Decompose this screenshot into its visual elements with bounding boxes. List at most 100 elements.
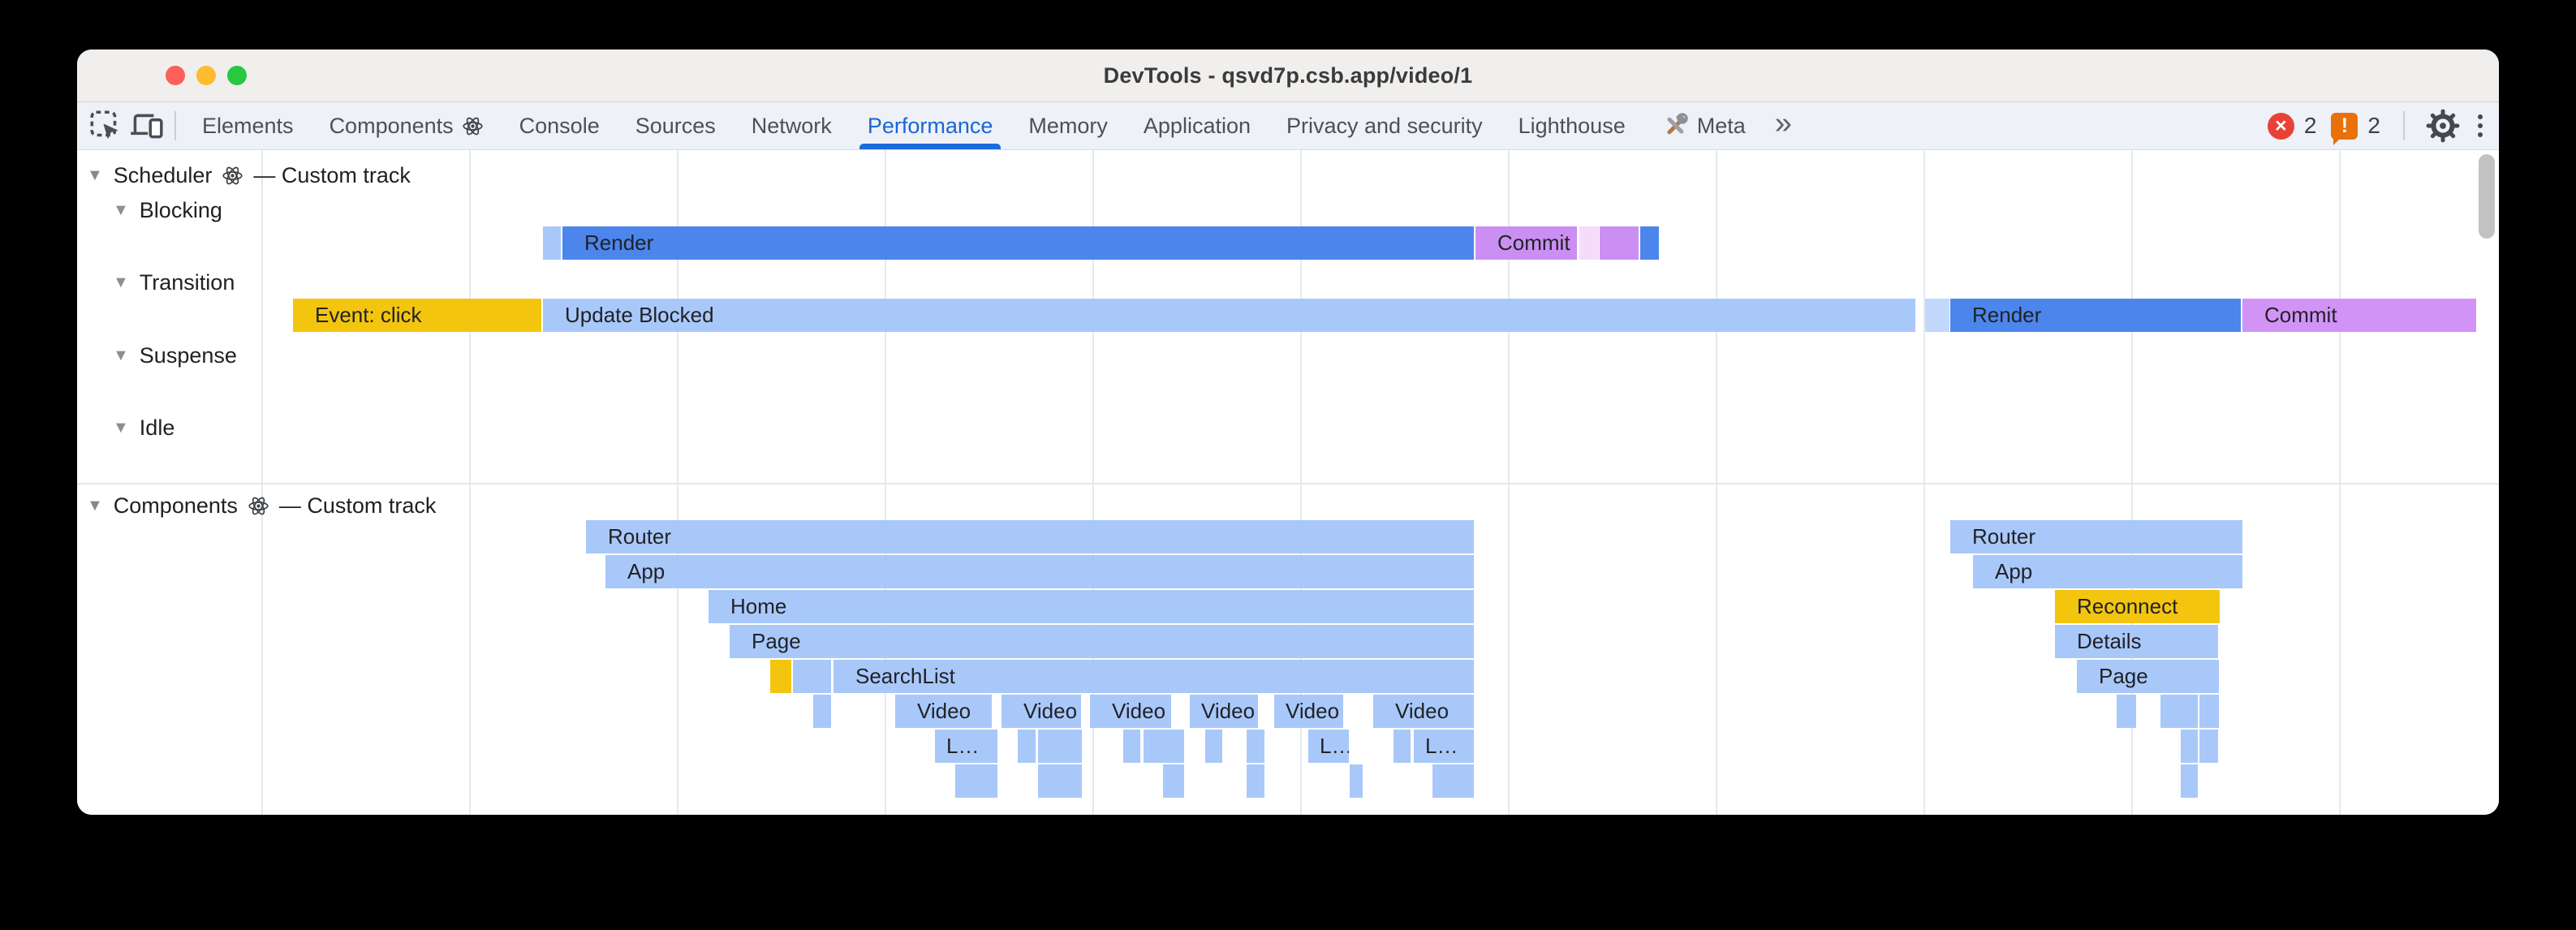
flame-bar[interactable]: [1394, 730, 1411, 763]
react-atom-icon: [222, 165, 243, 187]
flame-bar-update-blocked[interactable]: Update Blocked: [543, 299, 1915, 332]
lane-label-idle[interactable]: ▼ Idle: [113, 415, 174, 441]
flame-bar-render[interactable]: Render: [562, 226, 1474, 260]
flame-bar-searchlist[interactable]: SearchList: [834, 660, 1474, 693]
flame-bar-router[interactable]: Router: [586, 520, 1474, 553]
lane-label-blocking[interactable]: ▼ Blocking: [113, 197, 222, 223]
tab-meta[interactable]: Meta: [1643, 102, 1764, 149]
flame-bar[interactable]: [1432, 764, 1474, 798]
tab-lighthouse[interactable]: Lighthouse: [1501, 102, 1643, 149]
tab-network[interactable]: Network: [734, 102, 850, 149]
flame-bar[interactable]: [1600, 226, 1639, 260]
lane-label-transition[interactable]: ▼ Transition: [113, 269, 235, 295]
tab-performance[interactable]: Performance: [850, 102, 1011, 149]
collapse-triangle-icon: ▼: [87, 496, 103, 515]
timeline-gridline: [2339, 150, 2341, 815]
flame-bar[interactable]: [1925, 299, 1949, 332]
track-header-scheduler[interactable]: ▼ Scheduler — Custom track: [87, 162, 411, 188]
flame-bar-home[interactable]: Home: [709, 590, 1474, 623]
react-atom-icon: [462, 115, 484, 137]
tab-strip: Elements Components Console Sources Network P…: [184, 102, 1764, 149]
flame-bar-page[interactable]: Page: [2077, 660, 2219, 693]
flame-bar-app[interactable]: App: [1973, 555, 2242, 588]
flame-bar[interactable]: [1247, 730, 1264, 763]
track-name: Components: [113, 493, 238, 518]
flame-bar-commit[interactable]: Commit: [2242, 299, 2476, 332]
flame-bar-page[interactable]: Page: [730, 625, 1474, 658]
flame-bar-render[interactable]: Render: [1950, 299, 2241, 332]
flame-bar[interactable]: [1038, 730, 1082, 763]
flame-bar[interactable]: [770, 660, 791, 693]
flame-bar[interactable]: [2181, 764, 2198, 798]
tab-label: Meta: [1696, 113, 1746, 138]
vertical-scrollbar-thumb[interactable]: [2479, 154, 2495, 239]
issues-badge-icon[interactable]: !: [2331, 112, 2358, 145]
flame-bar[interactable]: [2181, 730, 2198, 763]
lane-name: Idle: [139, 415, 175, 440]
flame-bar[interactable]: [1144, 730, 1184, 763]
window-title: DevTools - qsvd7p.csb.app/video/1: [1103, 62, 1473, 88]
timeline-gridline: [261, 150, 263, 815]
timeline-gridline: [885, 150, 886, 815]
flame-bar[interactable]: [1205, 730, 1222, 763]
flame-bar[interactable]: [1018, 730, 1036, 763]
tab-label: Network: [751, 113, 832, 138]
flame-bar[interactable]: [2117, 695, 2136, 728]
lane-name: Blocking: [139, 197, 222, 222]
track-header-components[interactable]: ▼ Components — Custom track: [87, 493, 436, 519]
flame-bar[interactable]: [1579, 226, 1599, 260]
track-section-divider: [77, 483, 2499, 484]
tab-label: Console: [519, 113, 600, 138]
flame-bar-router[interactable]: Router: [1950, 520, 2242, 553]
tab-privacy-and-security[interactable]: Privacy and security: [1269, 102, 1501, 149]
flame-bar-l[interactable]: L…: [1414, 730, 1474, 763]
flame-bar[interactable]: [1123, 730, 1140, 763]
tab-application[interactable]: Application: [1126, 102, 1269, 149]
flame-bar-video[interactable]: Video: [895, 695, 992, 728]
flame-bar[interactable]: [2160, 695, 2198, 728]
tab-sources[interactable]: Sources: [618, 102, 734, 149]
flame-bar-video[interactable]: Video: [1190, 695, 1258, 728]
flame-bar-video[interactable]: Video: [1090, 695, 1171, 728]
tab-memory[interactable]: Memory: [1010, 102, 1126, 149]
tab-console[interactable]: Console: [502, 102, 618, 149]
minimize-window-button[interactable]: [196, 66, 216, 85]
settings-gear-icon[interactable]: [2423, 105, 2463, 146]
flame-bar[interactable]: [2199, 695, 2219, 728]
flame-bar-video[interactable]: Video: [1002, 695, 1081, 728]
more-options-kebab-icon[interactable]: [2473, 110, 2488, 142]
flame-bar-l[interactable]: L…: [935, 730, 997, 763]
flame-bar[interactable]: [1038, 764, 1082, 798]
inspect-element-icon[interactable]: [85, 105, 126, 146]
flame-bar-app[interactable]: App: [605, 555, 1474, 588]
flame-bar-event-click[interactable]: Event: click: [293, 299, 541, 332]
flame-bar-details[interactable]: Details: [2055, 625, 2218, 658]
flame-bar-video[interactable]: Video: [1274, 695, 1343, 728]
flame-bar-l[interactable]: L…: [1308, 730, 1349, 763]
more-tabs-button[interactable]: »: [1774, 105, 1792, 140]
flame-bar[interactable]: [1247, 764, 1264, 798]
tab-elements[interactable]: Elements: [184, 102, 312, 149]
tab-components[interactable]: Components: [312, 102, 502, 149]
zoom-window-button[interactable]: [227, 66, 247, 85]
flame-bar[interactable]: [2199, 730, 2218, 763]
track-suffix: — Custom track: [253, 162, 411, 187]
flame-bar[interactable]: [1163, 764, 1184, 798]
timeline-gridline: [677, 150, 678, 815]
close-window-button[interactable]: [166, 66, 185, 85]
lane-label-suspense[interactable]: ▼ Suspense: [113, 342, 237, 368]
flame-bar[interactable]: [1350, 764, 1363, 798]
flame-bar-commit[interactable]: Commit: [1475, 226, 1577, 260]
flame-bar[interactable]: [543, 226, 561, 260]
toolbar-right-cluster: × 2 ! 2: [2267, 105, 2488, 146]
tab-label: Privacy and security: [1286, 113, 1483, 138]
error-badge-icon[interactable]: ×: [2267, 112, 2294, 140]
flame-bar[interactable]: [813, 695, 831, 728]
device-toolbar-icon[interactable]: [126, 105, 166, 146]
timeline-gridline: [2131, 150, 2133, 815]
flame-bar[interactable]: [1640, 226, 1659, 260]
flame-bar[interactable]: [793, 660, 831, 693]
flame-bar-video[interactable]: Video: [1373, 695, 1474, 728]
flame-bar[interactable]: [955, 764, 997, 798]
flame-bar-reconnect[interactable]: Reconnect: [2055, 590, 2220, 623]
